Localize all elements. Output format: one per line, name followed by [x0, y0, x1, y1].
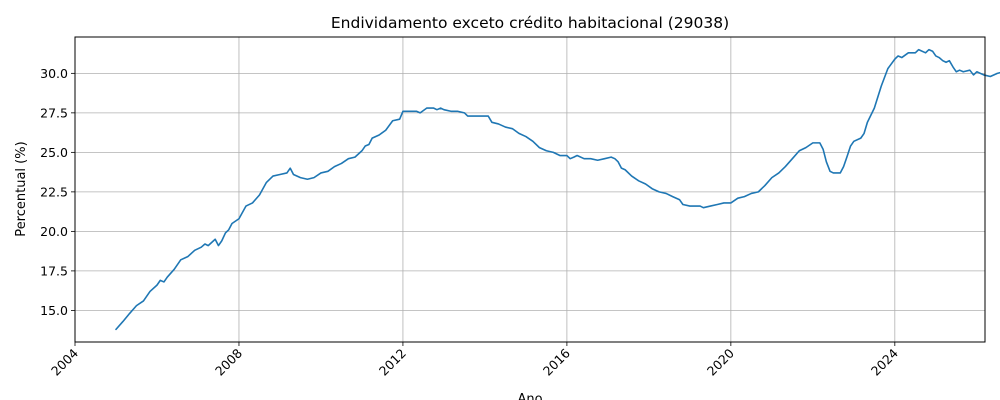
y-tick-label: 22.5 [40, 184, 68, 199]
y-tick-label: 20.0 [40, 224, 68, 239]
y-tick-label: 27.5 [40, 105, 68, 120]
chart-title: Endividamento exceto crédito habitaciona… [331, 14, 729, 32]
y-axis-label: Percentual (%) [14, 141, 29, 236]
y-tick-label: 30.0 [40, 66, 68, 81]
y-tick-label: 25.0 [40, 145, 68, 160]
x-axis-label: Ano [517, 392, 542, 400]
plot-area-frame [74, 36, 986, 343]
y-tick-label: 17.5 [40, 263, 68, 278]
series-line [115, 48, 1000, 331]
y-tick-label: 15.0 [40, 303, 68, 318]
data-series [115, 48, 1000, 331]
grid-lines [74, 37, 985, 342]
